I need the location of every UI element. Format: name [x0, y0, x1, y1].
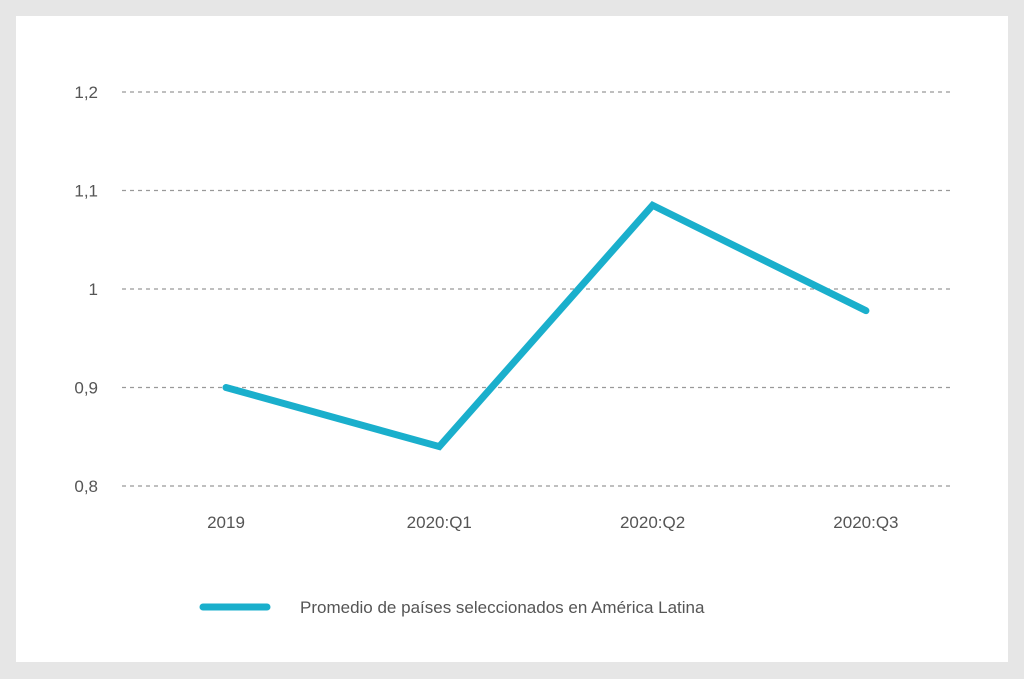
y-tick-label: 1,2: [74, 83, 98, 102]
x-tick-label: 2019: [207, 513, 245, 532]
y-tick-label: 1: [89, 280, 98, 299]
y-tick-label: 0,9: [74, 379, 98, 398]
x-tick-label: 2020:Q3: [833, 513, 898, 532]
series-line: [222, 200, 870, 451]
y-tick-label: 0,8: [74, 477, 98, 496]
x-tick-label: 2020:Q1: [407, 513, 472, 532]
x-tick-label: 2020:Q2: [620, 513, 685, 532]
y-tick-label: 1,1: [74, 182, 98, 201]
chart-panel: [16, 16, 1008, 662]
legend-label: Promedio de países seleccionados en Amér…: [300, 598, 705, 617]
